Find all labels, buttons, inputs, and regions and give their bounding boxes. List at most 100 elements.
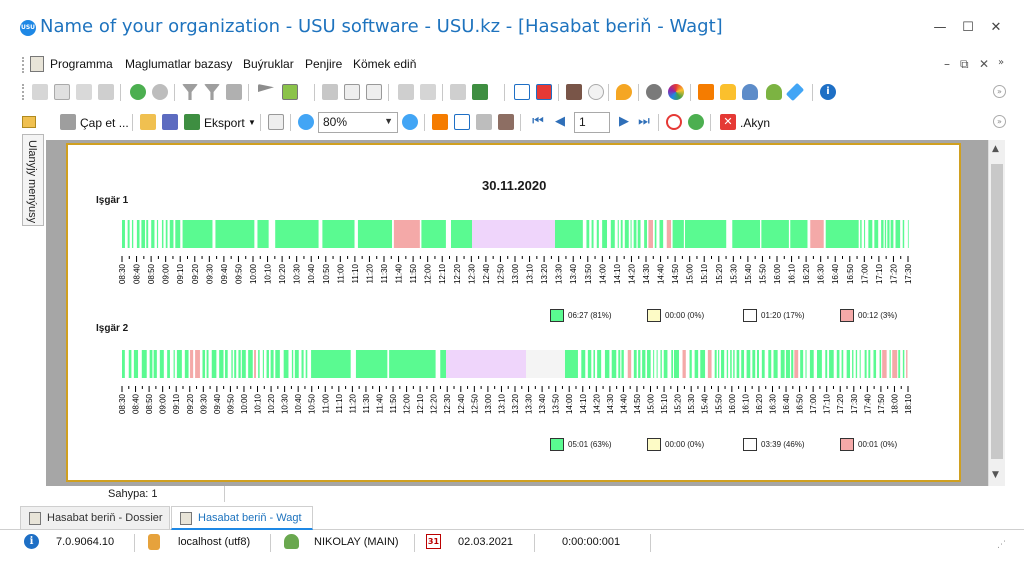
server-text: localhost (utf8) xyxy=(178,536,251,548)
report-icon[interactable] xyxy=(450,84,466,100)
tab-label: Hasabat beriň - Wagt xyxy=(198,512,302,524)
gear-icon[interactable] xyxy=(646,84,662,100)
arrow-circle-icon[interactable] xyxy=(588,84,604,100)
next-page-icon[interactable]: ▶ xyxy=(619,114,629,129)
export-dropdown-arrow-icon[interactable]: ▼ xyxy=(248,118,256,127)
timeline-activity-segment xyxy=(694,350,699,378)
excel-icon[interactable] xyxy=(472,84,488,100)
export-button[interactable]: Eksport xyxy=(204,116,245,130)
page-number-input[interactable]: 1 xyxy=(574,112,610,133)
timeline-activity-segment xyxy=(790,220,808,248)
menu-programma[interactable]: Programma xyxy=(50,57,113,71)
filter-clear-icon[interactable] xyxy=(204,84,220,100)
filter-icon[interactable] xyxy=(182,84,198,100)
lock-icon[interactable] xyxy=(720,84,736,100)
menu-window[interactable]: Penjire xyxy=(305,57,343,71)
copy-icon[interactable] xyxy=(54,84,70,100)
timeline-activity-segment xyxy=(659,220,664,248)
page-setup-icon[interactable] xyxy=(268,114,284,130)
close-button[interactable]: ✕ xyxy=(990,20,1002,35)
menu-database[interactable]: Maglumatlar bazasy xyxy=(125,57,233,71)
folder-icon[interactable] xyxy=(22,116,36,128)
menu-help[interactable]: Kömek ediň xyxy=(353,57,417,71)
tab-report-time[interactable]: Hasabat beriň - Wagt xyxy=(171,506,313,530)
last-page-icon[interactable]: ⏭ xyxy=(638,114,650,129)
print-button[interactable]: Çap et ... xyxy=(80,116,129,130)
scroll-down-icon[interactable]: ▼ xyxy=(992,470,999,480)
reload-icon[interactable] xyxy=(688,114,704,130)
find-icon[interactable] xyxy=(476,114,492,130)
menu-commands[interactable]: Buýruklar xyxy=(243,57,294,71)
users-icon[interactable] xyxy=(766,84,782,100)
mdi-minimize-button[interactable]: – xyxy=(944,57,950,71)
mdi-restore-button[interactable]: ⧉ xyxy=(960,57,969,71)
timeline-tick-label: 14:30 xyxy=(642,263,651,284)
mdi-close-button[interactable]: ✕ xyxy=(979,57,990,71)
timeline-activity-segment xyxy=(741,350,745,378)
vertical-scrollbar[interactable]: ▲ ▼ xyxy=(988,140,1005,486)
refresh-icon[interactable] xyxy=(130,84,146,100)
first-page-icon[interactable]: ⏮ xyxy=(532,114,544,129)
expand-icon[interactable] xyxy=(366,84,382,100)
scroll-thumb[interactable] xyxy=(991,164,1003,459)
close-report-icon[interactable]: ✕ xyxy=(720,114,736,130)
timeline-tick-label: 10:20 xyxy=(267,393,276,414)
flag-icon[interactable] xyxy=(258,84,274,92)
close-window-icon[interactable] xyxy=(536,84,552,100)
resize-grip-icon[interactable]: ⋰ xyxy=(997,540,1006,550)
delete-icon[interactable] xyxy=(98,84,114,100)
location-pin-icon[interactable] xyxy=(616,84,632,100)
edit-icon[interactable] xyxy=(76,84,92,100)
new-record-icon[interactable] xyxy=(32,84,48,100)
image-icon[interactable] xyxy=(282,84,298,100)
legend-bad-box xyxy=(840,309,854,322)
timeline-activity-segment xyxy=(357,220,393,248)
rss-icon[interactable] xyxy=(698,84,714,100)
open-folder-icon[interactable] xyxy=(140,114,156,130)
exit-icon[interactable] xyxy=(566,84,582,100)
timeline-tick-label: 11:00 xyxy=(336,263,345,283)
close-report-button[interactable]: .Akyn xyxy=(740,116,771,130)
filter-settings-icon[interactable] xyxy=(226,84,242,100)
timeline-activity-segment xyxy=(902,350,905,378)
maximize-button[interactable]: ☐ xyxy=(962,20,974,35)
timeline-activity-segment xyxy=(794,350,799,378)
timeline-activity-segment xyxy=(714,350,717,378)
prev-page-icon[interactable]: ◀ xyxy=(555,114,565,129)
export-icon[interactable] xyxy=(184,114,200,130)
about-info-icon[interactable]: i xyxy=(820,84,836,100)
zoom-out-icon[interactable] xyxy=(402,114,418,130)
save-icon[interactable] xyxy=(162,114,178,130)
note-icon[interactable] xyxy=(420,84,436,100)
new-window-icon[interactable] xyxy=(514,84,530,100)
zoom-select[interactable]: 80% ▼ xyxy=(318,112,398,133)
scroll-up-icon[interactable]: ▲ xyxy=(992,144,999,154)
zoom-in-icon[interactable] xyxy=(298,114,314,130)
toolbar-options-icon[interactable]: » xyxy=(993,85,1006,98)
layout-icon[interactable] xyxy=(454,114,470,130)
timeline-tick-label: 14:50 xyxy=(671,263,680,284)
printer-icon[interactable] xyxy=(60,114,76,130)
timeline-activity-segment xyxy=(275,350,280,378)
insert-row-icon[interactable] xyxy=(398,84,414,100)
mdi-options-icon[interactable]: » xyxy=(998,57,1005,68)
timeline-activity-segment xyxy=(746,350,751,378)
tree-icon[interactable] xyxy=(432,114,448,130)
search-icon[interactable] xyxy=(152,84,168,100)
timeline-activity-segment xyxy=(421,220,446,248)
report-settings-icon[interactable] xyxy=(498,114,514,130)
stop-icon[interactable] xyxy=(666,114,682,130)
collapse-icon[interactable] xyxy=(344,84,360,100)
timeline-tick-label: 18:10 xyxy=(904,393,913,414)
columns-icon[interactable] xyxy=(322,84,338,100)
tab-report-dossier[interactable]: Hasabat beriň - Dossier xyxy=(20,506,170,530)
date-text: 02.03.2021 xyxy=(458,536,514,548)
pen-icon[interactable] xyxy=(785,82,805,102)
color-wheel-icon[interactable] xyxy=(668,84,684,100)
user-settings-icon[interactable] xyxy=(742,84,758,100)
timeline-activity-segment xyxy=(682,350,686,378)
preview-toolbar-options-icon[interactable]: » xyxy=(993,115,1006,128)
minimize-button[interactable]: — xyxy=(933,20,947,35)
user-menu-side-tab[interactable]: Ulanyjy menýusy xyxy=(22,134,44,226)
tab-label: Hasabat beriň - Dossier xyxy=(47,512,163,524)
